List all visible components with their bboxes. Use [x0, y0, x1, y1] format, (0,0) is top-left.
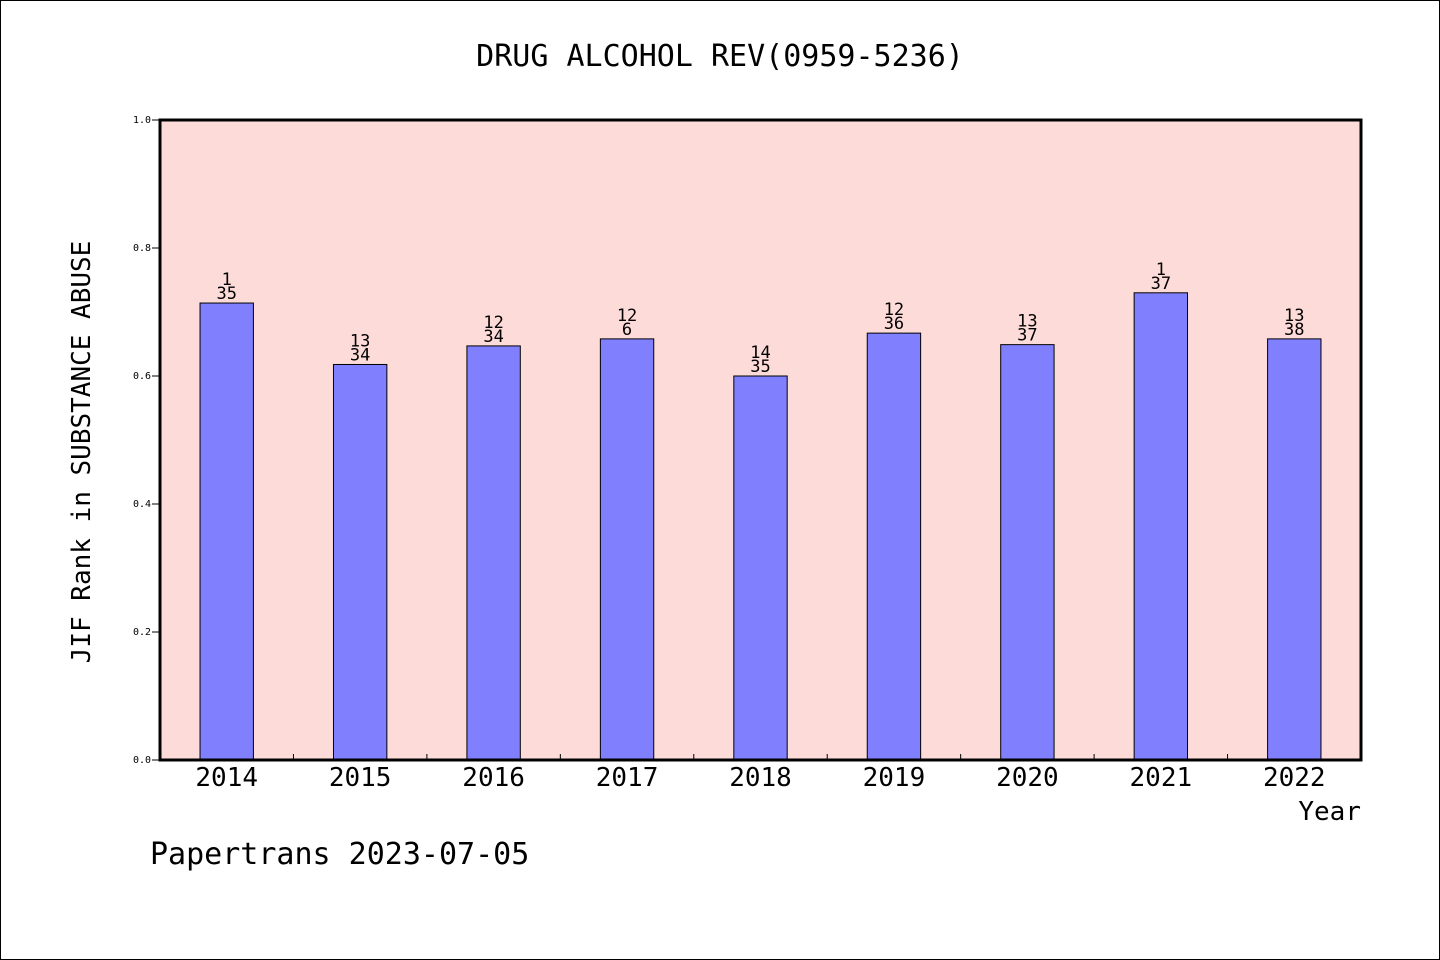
x-axis-label: Year	[1298, 797, 1361, 827]
bar-label-total: 34	[483, 327, 503, 347]
bar-2018	[733, 375, 788, 761]
x-tick-label: 2020	[996, 763, 1059, 793]
bar-label-total: 37	[1151, 274, 1171, 294]
bar-2016	[466, 345, 521, 761]
bar-label-total: 37	[1017, 326, 1037, 346]
bar-label-total: 35	[750, 357, 770, 377]
bar-label-total: 36	[884, 314, 904, 334]
x-axis-ticks: 2014 2015 2016 2017 2018 2019 2020 2021 2022	[195, 754, 1326, 793]
bar-label-rank: 14	[750, 343, 770, 363]
chart-title: DRUG ALCOHOL REV(0959-5236)	[476, 39, 964, 74]
bar-2014	[199, 302, 254, 761]
y-axis-ticks: 0.0 0.2 0.4 0.6 0.8 1.0	[133, 115, 160, 766]
footer-text: Papertrans 2023-07-05	[150, 837, 529, 872]
y-axis-label: JIF Rank in SUBSTANCE ABUSE	[67, 241, 97, 664]
bar-2022	[1267, 338, 1322, 761]
y-tick-label: 0.0	[133, 755, 151, 766]
bar-label-rank: 13	[350, 331, 370, 351]
y-tick-label: 0.2	[133, 627, 151, 638]
bar-label-rank: 12	[884, 300, 904, 320]
x-tick-label: 2019	[863, 763, 926, 793]
bar-label-total: 38	[1284, 320, 1304, 340]
bar-label-total: 35	[216, 284, 236, 304]
x-tick-label: 2017	[596, 763, 659, 793]
bar-label-total: 6	[622, 320, 632, 340]
bar-label-rank: 13	[1017, 312, 1037, 332]
bar-label-rank: 1	[222, 270, 232, 290]
bar-label-rank: 13	[1284, 306, 1304, 326]
x-tick-label: 2016	[462, 763, 525, 793]
y-tick-label: 0.6	[133, 371, 151, 382]
bar-label-total: 34	[350, 345, 370, 365]
bars-group	[199, 292, 1322, 761]
x-tick-label: 2022	[1263, 763, 1326, 793]
x-tick-label: 2021	[1130, 763, 1193, 793]
bar-label-rank: 1	[1156, 260, 1166, 280]
x-tick-label: 2018	[729, 763, 792, 793]
bar-label-rank: 12	[617, 306, 637, 326]
y-tick-label: 0.8	[133, 243, 151, 254]
plot-border	[158, 118, 1363, 762]
bar-2021	[1133, 292, 1189, 761]
x-tick-label: 2014	[195, 763, 258, 793]
bar-2019	[866, 332, 922, 761]
bar-label-rank: 12	[483, 313, 503, 333]
bar-2015	[332, 363, 388, 761]
bar-2020	[1000, 344, 1055, 761]
y-tick-label: 1.0	[133, 115, 151, 126]
x-tick-label: 2015	[329, 763, 392, 793]
bar-2017	[599, 338, 655, 761]
y-tick-label: 0.4	[133, 499, 151, 510]
